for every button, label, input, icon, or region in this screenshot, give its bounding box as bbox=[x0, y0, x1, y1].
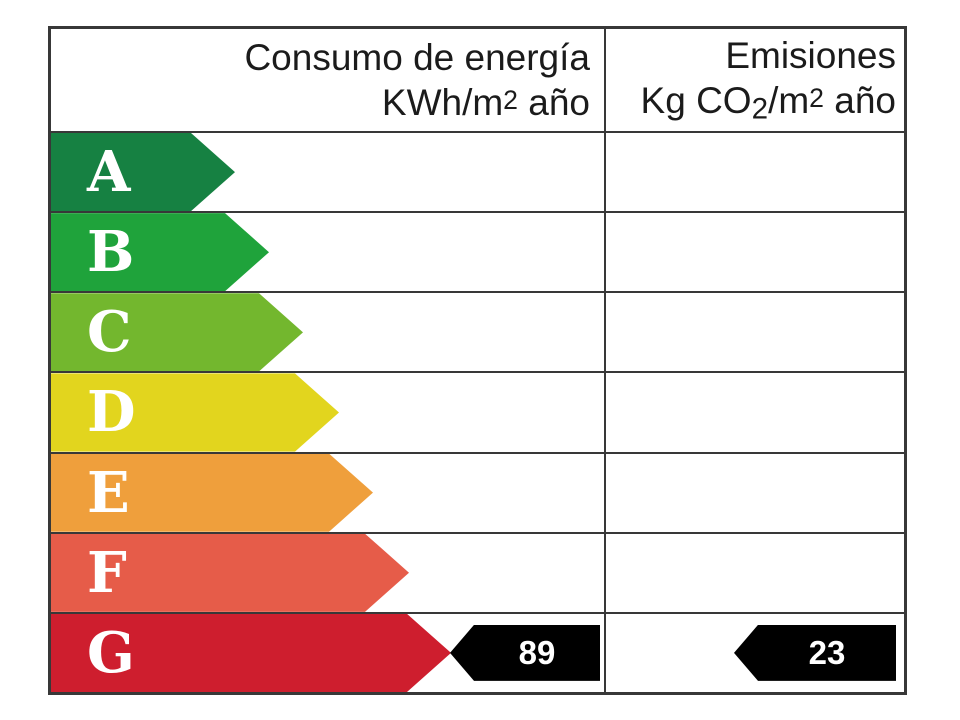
rating-arrow-f: F bbox=[51, 534, 409, 612]
emissions-unit-suffix: año bbox=[823, 79, 896, 121]
rating-arrow-e: E bbox=[51, 454, 373, 532]
rating-cell-consumption-c: C bbox=[51, 293, 606, 372]
emissions-header: Emisiones Kg CO2/m2 año bbox=[606, 29, 904, 131]
consumption-header: Consumo de energía KWh/m2 año bbox=[51, 29, 606, 131]
rating-arrow-b: B bbox=[51, 213, 269, 291]
rating-cell-consumption-f: F bbox=[51, 533, 606, 612]
rating-cell-emissions-b bbox=[606, 213, 904, 291]
rating-cell-consumption-d: D bbox=[51, 373, 606, 452]
rating-letter-f: F bbox=[87, 539, 127, 606]
consumption-header-line1: Consumo de energía bbox=[244, 36, 590, 78]
emissions-header-line2: Kg CO2/m2 año bbox=[641, 78, 896, 127]
rating-letter-e: E bbox=[87, 459, 130, 526]
emissions-header-line1: Emisiones bbox=[725, 34, 896, 76]
rating-cell-emissions-d bbox=[606, 373, 904, 451]
rating-row-f: F bbox=[51, 531, 904, 612]
rating-row-d: D bbox=[51, 371, 904, 452]
rating-arrow-a: A bbox=[51, 133, 235, 211]
rating-cell-emissions-g: 23 bbox=[606, 614, 904, 692]
emissions-unit-text: Kg CO bbox=[640, 79, 752, 121]
rating-row-e: E bbox=[51, 451, 904, 532]
rating-cell-emissions-c bbox=[606, 293, 904, 371]
rating-cell-emissions-a bbox=[606, 133, 904, 211]
consumption-value: 89 bbox=[518, 633, 556, 671]
rating-cell-consumption-a: A bbox=[51, 133, 606, 212]
emissions-value: 23 bbox=[808, 633, 846, 671]
rating-cell-emissions-f bbox=[606, 534, 904, 612]
rating-row-c: C bbox=[51, 291, 904, 372]
emissions-value-badge: 23 bbox=[734, 624, 896, 681]
consumption-header-line2: KWh/m2 año bbox=[382, 80, 590, 125]
table-header-row: Consumo de energía KWh/m2 año Emisiones … bbox=[51, 29, 904, 131]
emissions-unit-mid: /m bbox=[768, 79, 810, 121]
rating-letter-b: B bbox=[87, 219, 135, 286]
rating-cell-emissions-e bbox=[606, 454, 904, 532]
emissions-unit-superscript: 2 bbox=[809, 83, 824, 113]
emissions-unit-subscript: 2 bbox=[751, 92, 769, 126]
rating-letter-a: A bbox=[87, 139, 131, 206]
rating-row-g: G 89 23 bbox=[51, 611, 904, 692]
rating-arrow-c: C bbox=[51, 293, 303, 371]
rating-arrow-d: D bbox=[51, 373, 339, 451]
rating-table: Consumo de energía KWh/m2 año Emisiones … bbox=[48, 26, 907, 695]
rating-letter-d: D bbox=[87, 379, 136, 446]
rating-cell-consumption-b: B bbox=[51, 213, 606, 292]
consumption-unit-suffix: año bbox=[517, 82, 590, 123]
rating-row-a: A bbox=[51, 131, 904, 212]
rating-letter-g: G bbox=[87, 619, 135, 686]
consumption-unit-text: KWh/m bbox=[381, 82, 504, 123]
rating-row-b: B bbox=[51, 211, 904, 292]
consumption-unit-superscript: 2 bbox=[503, 85, 518, 116]
rating-cell-consumption-e: E bbox=[51, 453, 606, 532]
rating-arrow-g: G bbox=[51, 614, 451, 692]
consumption-value-badge: 89 bbox=[450, 624, 600, 681]
rating-letter-c: C bbox=[87, 299, 132, 366]
rating-cell-consumption-g: G 89 bbox=[51, 613, 606, 692]
